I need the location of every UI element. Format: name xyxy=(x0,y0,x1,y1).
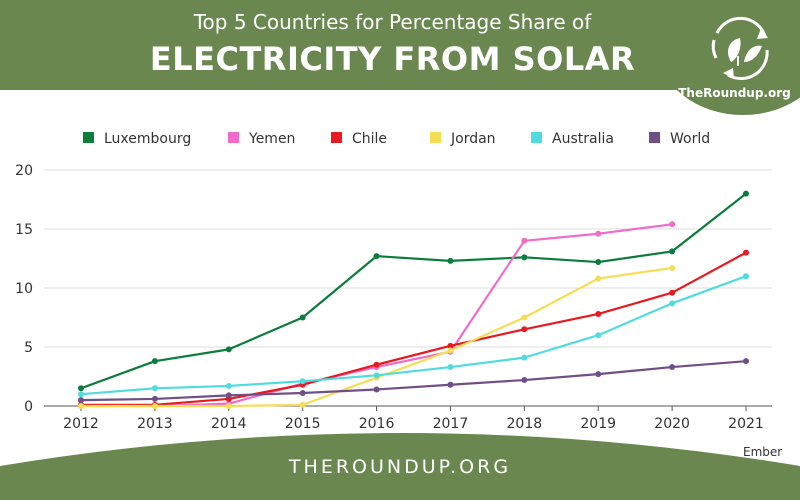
data-point-australia xyxy=(595,332,602,339)
recycle-leaf-icon xyxy=(711,16,769,81)
data-point-luxembourg xyxy=(521,254,528,261)
data-point-world xyxy=(373,386,380,393)
data-point-world xyxy=(78,397,84,404)
data-point-luxembourg xyxy=(669,248,676,255)
legend-label-chile: Chile xyxy=(352,131,387,147)
y-tick-label: 10 xyxy=(15,281,33,297)
y-tick-label: 5 xyxy=(24,340,33,356)
series-lines xyxy=(78,190,749,409)
data-point-australia xyxy=(373,372,380,379)
series-line-australia xyxy=(80,275,747,396)
data-point-australia xyxy=(447,364,454,371)
y-tick-label: 15 xyxy=(15,222,33,238)
data-point-chile xyxy=(521,326,528,333)
data-point-luxembourg xyxy=(78,385,84,392)
data-point-jordan xyxy=(151,403,158,409)
data-point-jordan xyxy=(595,275,602,282)
logo-text: TheRoundup.org xyxy=(678,86,791,100)
data-point-chile xyxy=(669,289,676,296)
data-point-luxembourg xyxy=(447,257,454,264)
data-point-australia xyxy=(151,385,158,392)
data-point-chile xyxy=(595,310,602,317)
legend-swatch-luxembourg xyxy=(83,132,94,143)
data-point-world xyxy=(669,364,676,371)
data-point-luxembourg xyxy=(373,253,380,260)
series-line-chile xyxy=(81,251,747,406)
y-tick-label: 0 xyxy=(24,399,33,415)
data-point-world xyxy=(151,395,158,402)
x-tick-label: 2017 xyxy=(433,416,469,432)
data-point-world xyxy=(743,358,749,365)
data-point-yemen xyxy=(521,237,528,244)
series-line-world xyxy=(80,360,747,402)
series-line-jordan xyxy=(81,266,673,408)
x-tick-label: 2013 xyxy=(137,416,173,432)
x-tick-label: 2021 xyxy=(728,416,764,432)
legend-label-world: World xyxy=(670,131,710,147)
legend-label-yemen: Yemen xyxy=(248,131,295,147)
data-point-world xyxy=(299,390,306,397)
x-tick-label: 2018 xyxy=(507,416,543,432)
legend-swatch-yemen xyxy=(228,132,239,143)
legend-swatch-chile xyxy=(331,132,342,143)
title-line-1: Top 5 Countries for Percentage Share of xyxy=(193,10,592,34)
data-point-luxembourg xyxy=(743,190,749,197)
legend-label-luxembourg: Luxembourg xyxy=(104,131,191,147)
x-tick-label: 2015 xyxy=(285,416,321,432)
data-point-jordan xyxy=(299,401,306,408)
x-tick-label: 2014 xyxy=(211,416,247,432)
data-point-world xyxy=(595,371,602,378)
data-point-jordan xyxy=(447,347,454,354)
legend-swatch-world xyxy=(649,132,660,143)
x-tick-label: 2019 xyxy=(580,416,616,432)
legend-label-australia: Australia xyxy=(552,131,614,147)
data-point-luxembourg xyxy=(595,259,602,266)
data-point-jordan xyxy=(669,264,676,271)
data-point-luxembourg xyxy=(151,358,158,365)
data-point-australia xyxy=(669,300,676,307)
footer-site: THEROUNDUP.ORG xyxy=(288,456,512,478)
series-line-luxembourg xyxy=(80,192,747,390)
data-point-chile xyxy=(373,361,380,368)
legend-swatch-australia xyxy=(531,132,542,143)
x-tick-label: 2020 xyxy=(654,416,690,432)
grid: 0 5 10 15 20 2012 2013 2014 2015 2016 2017 2018 2019… xyxy=(15,163,772,432)
title-line-2: ELECTRICITY FROM SOLAR xyxy=(149,40,636,78)
legend: Luxembourg Yemen Chile Jordan Australia World xyxy=(83,131,710,147)
data-point-australia xyxy=(299,378,306,385)
legend-label-jordan: Jordan xyxy=(450,131,496,147)
data-point-world xyxy=(225,392,232,399)
x-tick-label: 2012 xyxy=(63,416,99,432)
data-point-luxembourg xyxy=(225,346,232,353)
data-point-world xyxy=(521,377,528,384)
source-label: Ember xyxy=(743,445,782,459)
data-point-australia xyxy=(225,382,232,389)
legend-swatch-jordan xyxy=(430,132,441,143)
data-point-jordan xyxy=(78,403,84,409)
data-point-australia xyxy=(743,273,749,280)
footer-banner xyxy=(0,433,800,500)
data-point-australia xyxy=(521,354,528,361)
data-point-luxembourg xyxy=(299,314,306,321)
data-point-world xyxy=(447,381,454,388)
data-point-jordan xyxy=(225,403,232,409)
data-point-australia xyxy=(78,391,84,398)
data-point-chile xyxy=(743,249,749,256)
data-point-jordan xyxy=(521,314,528,321)
data-point-yemen xyxy=(669,221,676,228)
data-point-yemen xyxy=(595,230,602,237)
y-tick-label: 20 xyxy=(15,163,33,179)
x-tick-label: 2016 xyxy=(359,416,395,432)
data-point-chile xyxy=(447,342,454,349)
